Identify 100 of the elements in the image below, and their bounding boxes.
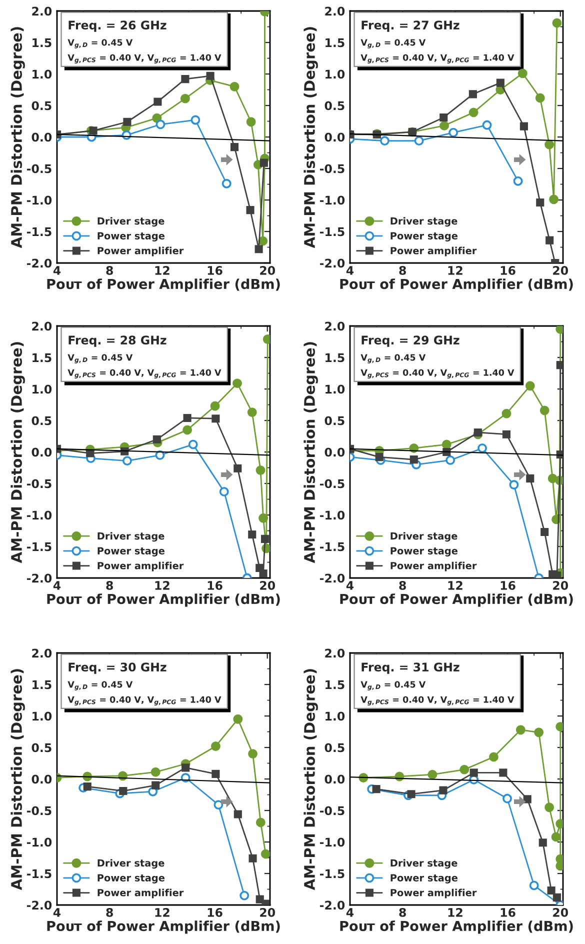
x-tick-label: 20 bbox=[553, 580, 568, 590]
y-tick-label: -0.5 bbox=[320, 164, 344, 174]
y-axis-title: AM-PM Distortion (Degree) bbox=[10, 342, 25, 564]
annotation: V$_{g,PCS}$ = 0.40 V, V$_{g,PCG}$ = 1.40 V bbox=[360, 54, 514, 64]
annotation: V$_{g,D}$ = 0.45 V bbox=[68, 681, 133, 690]
x-tick-label: 4 bbox=[53, 581, 61, 590]
annotation: Freq. = 27 GHz bbox=[362, 20, 460, 32]
y-axis-title: AM-PM Distortion (Degree) bbox=[10, 27, 25, 248]
y-axis-title: AM-PM Distortion (Degree) bbox=[304, 342, 318, 564]
annotation: V$_{g,PCS}$ = 0.40 V, V$_{g,PCG}$ = 1.40 V bbox=[360, 696, 514, 706]
annotation: Freq. = 31 GHz bbox=[362, 662, 460, 674]
x-tick-label: 20 bbox=[553, 266, 568, 275]
x-axis-title: Pᴏᴜᴛ of Power Amplifier (dBm) bbox=[340, 920, 573, 934]
y-tick-label: -1.0 bbox=[26, 510, 52, 520]
y-tick-label: -0.5 bbox=[26, 164, 52, 174]
x-tick-label: 8 bbox=[106, 266, 113, 275]
legend-label: Power amplifier bbox=[98, 888, 184, 898]
annotation: V$_{g,D}$ = 0.45 V bbox=[360, 681, 426, 690]
y-tick-label: 1.5 bbox=[326, 680, 344, 690]
annotation: V$_{g,D}$ = 0.45 V bbox=[68, 354, 133, 364]
annotation: Freq. = 26 GHz bbox=[68, 20, 166, 32]
legend-label: Power amplifier bbox=[390, 888, 477, 898]
y-tick-label: 0.5 bbox=[32, 101, 52, 110]
y-tick-label: 1.0 bbox=[326, 384, 345, 394]
y-tick-label: 0.5 bbox=[324, 416, 344, 426]
annotation: V$_{g,D}$ = 0.45 V bbox=[360, 39, 426, 48]
x-axis-title: Pᴏᴜᴛ of Power Amplifier (dBm) bbox=[47, 278, 280, 292]
x-tick-label: 12 bbox=[448, 266, 462, 275]
y-tick-label: -0.5 bbox=[320, 479, 344, 488]
y-tick-label: 2.0 bbox=[325, 6, 345, 16]
legend-label: Power amplifier bbox=[98, 246, 184, 256]
y-tick-label: 0.5 bbox=[324, 743, 344, 752]
y-tick-label: 0.5 bbox=[32, 743, 52, 752]
legend-label: Power stage bbox=[98, 232, 164, 242]
y-tick-label: 1.5 bbox=[32, 38, 52, 48]
y-tick-label: -2.0 bbox=[320, 574, 345, 583]
x-tick-label: 8 bbox=[399, 580, 406, 590]
y-tick-label: 1.5 bbox=[32, 680, 52, 690]
y-tick-label: -2.0 bbox=[26, 900, 52, 910]
y-axis-title: AM-PM Distortion (Degree) bbox=[10, 669, 25, 890]
y-tick-label: 0.5 bbox=[32, 416, 52, 426]
x-axis-title: Pᴏᴜᴛ of Power Amplifier (dBm) bbox=[340, 278, 573, 292]
x-tick-label: 8 bbox=[399, 266, 406, 275]
y-tick-label: 0.0 bbox=[32, 448, 52, 457]
y-tick-label: -1.0 bbox=[320, 838, 345, 847]
legend-label: Driver stage bbox=[98, 859, 164, 869]
legend-label: Driver stage bbox=[98, 217, 164, 227]
y-tick-label: 1.0 bbox=[32, 712, 52, 721]
y-tick-label: 1.0 bbox=[32, 384, 52, 394]
legend-label: Power stage bbox=[390, 232, 458, 242]
y-tick-label: -2.0 bbox=[320, 258, 345, 268]
x-tick-label: 12 bbox=[155, 908, 170, 917]
annotation: V$_{g,PCS}$ = 0.40 V, V$_{g,PCG}$ = 1.40 V bbox=[68, 696, 222, 706]
y-tick-label: 0.0 bbox=[324, 448, 345, 457]
x-axis-title: Pᴏᴜᴛ of Power Amplifier (dBm) bbox=[47, 920, 280, 934]
annotation: V$_{g,D}$ = 0.45 V bbox=[360, 354, 426, 364]
y-tick-label: 2.0 bbox=[325, 648, 345, 658]
x-tick-label: 4 bbox=[53, 908, 61, 917]
annotation: Freq. = 28 GHz bbox=[68, 336, 166, 347]
legend-label: Driver stage bbox=[390, 859, 458, 869]
x-tick-label: 16 bbox=[500, 908, 516, 917]
y-tick-label: -2.0 bbox=[26, 258, 52, 268]
y-tick-label: -1.0 bbox=[26, 196, 52, 205]
y-tick-label: -1.0 bbox=[320, 196, 345, 205]
x-tick-label: 20 bbox=[260, 908, 276, 917]
y-tick-label: 0.0 bbox=[32, 132, 52, 142]
y-tick-label: -0.5 bbox=[26, 479, 52, 488]
annotation: Freq. = 30 GHz bbox=[68, 662, 166, 674]
legend-label: Power amplifier bbox=[390, 562, 477, 572]
y-tick-label: -1.5 bbox=[26, 542, 52, 552]
annotation: V$_{g,PCS}$ = 0.40 V, V$_{g,PCG}$ = 1.40 V bbox=[360, 369, 514, 378]
legend-label: Driver stage bbox=[390, 532, 458, 542]
y-tick-label: 2.0 bbox=[325, 322, 345, 331]
y-tick-label: -2.0 bbox=[26, 574, 52, 583]
x-tick-label: 16 bbox=[208, 266, 222, 275]
y-tick-label: 2.0 bbox=[32, 6, 52, 16]
y-tick-label: 0.0 bbox=[324, 132, 345, 142]
x-tick-label: 16 bbox=[208, 580, 222, 590]
y-tick-label: 2.0 bbox=[32, 322, 52, 331]
y-axis-title: AM-PM Distortion (Degree) bbox=[304, 27, 318, 248]
y-tick-label: 1.0 bbox=[32, 70, 52, 79]
x-tick-label: 4 bbox=[346, 581, 354, 590]
y-tick-label: 0.0 bbox=[32, 774, 52, 784]
y-tick-label: -0.5 bbox=[320, 806, 344, 816]
x-tick-label: 12 bbox=[448, 580, 462, 590]
y-tick-label: 0.5 bbox=[324, 101, 344, 110]
x-axis-title: Pᴏᴜᴛ of Power Amplifier (dBm) bbox=[340, 594, 573, 607]
legend-label: Power stage bbox=[98, 547, 164, 556]
y-tick-label: 1.5 bbox=[326, 38, 344, 48]
y-tick-label: 0.0 bbox=[324, 774, 345, 784]
y-tick-label: -1.5 bbox=[320, 227, 344, 236]
x-tick-label: 20 bbox=[260, 580, 276, 590]
y-tick-label: -2.0 bbox=[320, 900, 345, 910]
x-tick-label: 12 bbox=[448, 908, 462, 917]
y-tick-label: 1.5 bbox=[326, 353, 344, 362]
y-tick-label: -1.5 bbox=[320, 542, 344, 552]
x-axis-title: Pᴏᴜᴛ of Power Amplifier (dBm) bbox=[47, 594, 280, 607]
x-tick-label: 4 bbox=[346, 266, 354, 275]
legend-label: Power amplifier bbox=[98, 562, 184, 572]
y-tick-label: -1.0 bbox=[26, 838, 52, 847]
